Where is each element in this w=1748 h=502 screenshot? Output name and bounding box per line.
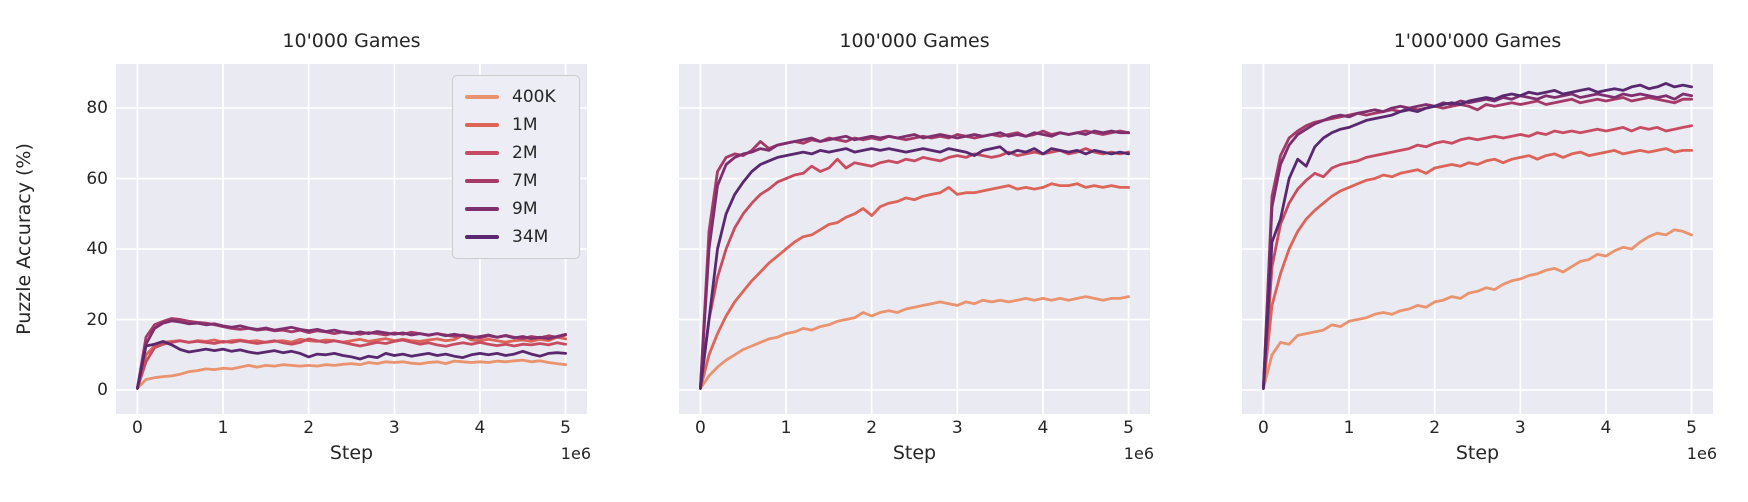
legend-row: 1M bbox=[465, 111, 579, 139]
series-line-9M bbox=[135, 319, 568, 390]
y-axis-label: Puzzle Accuracy (%) bbox=[13, 143, 35, 335]
legend-row: 7M bbox=[465, 167, 579, 195]
series-line-34M bbox=[135, 339, 568, 390]
series-line-1M bbox=[135, 333, 568, 390]
legend-row: 9M bbox=[465, 195, 579, 223]
legend-row: 34M bbox=[465, 223, 579, 251]
x-tick-label: 1 bbox=[1343, 418, 1355, 438]
series-line-400K bbox=[135, 358, 568, 390]
series-line-9M bbox=[1261, 92, 1694, 390]
series-line-2M bbox=[1261, 124, 1694, 390]
legend-row: 400K bbox=[465, 83, 579, 111]
x-tick-label: 3 bbox=[1514, 418, 1526, 438]
legend-swatch-400K bbox=[465, 95, 499, 99]
x-axis-offset-label: 1e6 bbox=[1123, 444, 1154, 463]
panel-10k-games: 10'000 Games Puzzle Accuracy (%) 0 20 40 60… bbox=[13, 30, 591, 464]
legend-label: 400K bbox=[512, 87, 556, 107]
y-tick-label: 60 bbox=[86, 168, 108, 189]
panel-100k-games: 100'000 Games 0 1 2 3 4 5 Step 1e6 bbox=[679, 30, 1154, 464]
panel-title: 100'000 Games bbox=[839, 30, 990, 52]
series-line-400K bbox=[698, 295, 1131, 390]
y-tick-label: 0 bbox=[97, 380, 108, 401]
series-line-1M bbox=[1261, 147, 1694, 390]
x-tick-label: 4 bbox=[1037, 418, 1049, 438]
legend-swatch-9M bbox=[465, 207, 499, 211]
x-tick-label: 2 bbox=[866, 418, 878, 438]
series-line-7M bbox=[1261, 96, 1694, 390]
legend: 400K 1M 2M 7M 9M 34M bbox=[452, 75, 580, 259]
x-tick-label: 3 bbox=[951, 418, 963, 438]
series-line-34M bbox=[698, 145, 1131, 390]
x-tick-label: 0 bbox=[131, 418, 143, 438]
x-tick-label: 2 bbox=[1429, 418, 1441, 438]
axes-background bbox=[679, 64, 1150, 414]
y-tick-label: 80 bbox=[86, 98, 108, 119]
series-line-34M bbox=[1261, 81, 1694, 390]
legend-label: 9M bbox=[512, 199, 538, 219]
panel-title: 10'000 Games bbox=[282, 30, 421, 52]
legend-label: 34M bbox=[512, 227, 549, 247]
series-line-400K bbox=[1261, 228, 1694, 390]
legend-label: 7M bbox=[512, 171, 538, 191]
series-line-1M bbox=[698, 182, 1131, 390]
y-tick-label: 20 bbox=[86, 309, 108, 330]
x-tick-label: 5 bbox=[560, 418, 571, 438]
legend-swatch-2M bbox=[465, 151, 499, 155]
x-tick-labels: 0 1 2 3 4 5 bbox=[1242, 418, 1713, 442]
x-tick-label: 3 bbox=[388, 418, 400, 438]
x-axis-label: Step bbox=[329, 442, 374, 464]
x-tick-label: 1 bbox=[780, 418, 792, 438]
x-tick-label: 0 bbox=[694, 418, 706, 438]
panel-1m-games: 1'000'000 Games 0 1 2 3 4 5 Step 1e6 bbox=[1242, 30, 1717, 464]
x-tick-label: 2 bbox=[303, 418, 315, 438]
x-axis-offset-label: 1e6 bbox=[1686, 444, 1717, 463]
x-axis-offset-label: 1e6 bbox=[560, 444, 591, 463]
legend-row: 2M bbox=[465, 139, 579, 167]
y-tick-labels: 0 20 40 60 80 bbox=[64, 64, 108, 414]
x-tick-label: 1 bbox=[217, 418, 229, 438]
legend-swatch-7M bbox=[465, 179, 499, 183]
x-axis-label: Step bbox=[892, 442, 937, 464]
legend-label: 1M bbox=[512, 115, 538, 135]
y-tick-label: 40 bbox=[86, 239, 108, 260]
legend-swatch-1M bbox=[465, 123, 499, 127]
plot-area bbox=[679, 64, 1150, 414]
axes-background bbox=[1242, 64, 1713, 414]
panel-title: 1'000'000 Games bbox=[1393, 30, 1562, 52]
x-axis-label: Step bbox=[1455, 442, 1500, 464]
legend-swatch-34M bbox=[465, 235, 499, 239]
x-tick-label: 0 bbox=[1257, 418, 1269, 438]
x-tick-label: 4 bbox=[1600, 418, 1612, 438]
series-line-9M bbox=[698, 129, 1131, 390]
x-tick-label: 4 bbox=[474, 418, 486, 438]
x-tick-label: 5 bbox=[1123, 418, 1134, 438]
x-tick-label: 5 bbox=[1686, 418, 1697, 438]
x-tick-labels: 0 1 2 3 4 5 bbox=[116, 418, 587, 442]
legend-label: 2M bbox=[512, 143, 538, 163]
series-line-2M bbox=[135, 337, 568, 390]
plot-area bbox=[1242, 64, 1713, 414]
x-tick-labels: 0 1 2 3 4 5 bbox=[679, 418, 1150, 442]
